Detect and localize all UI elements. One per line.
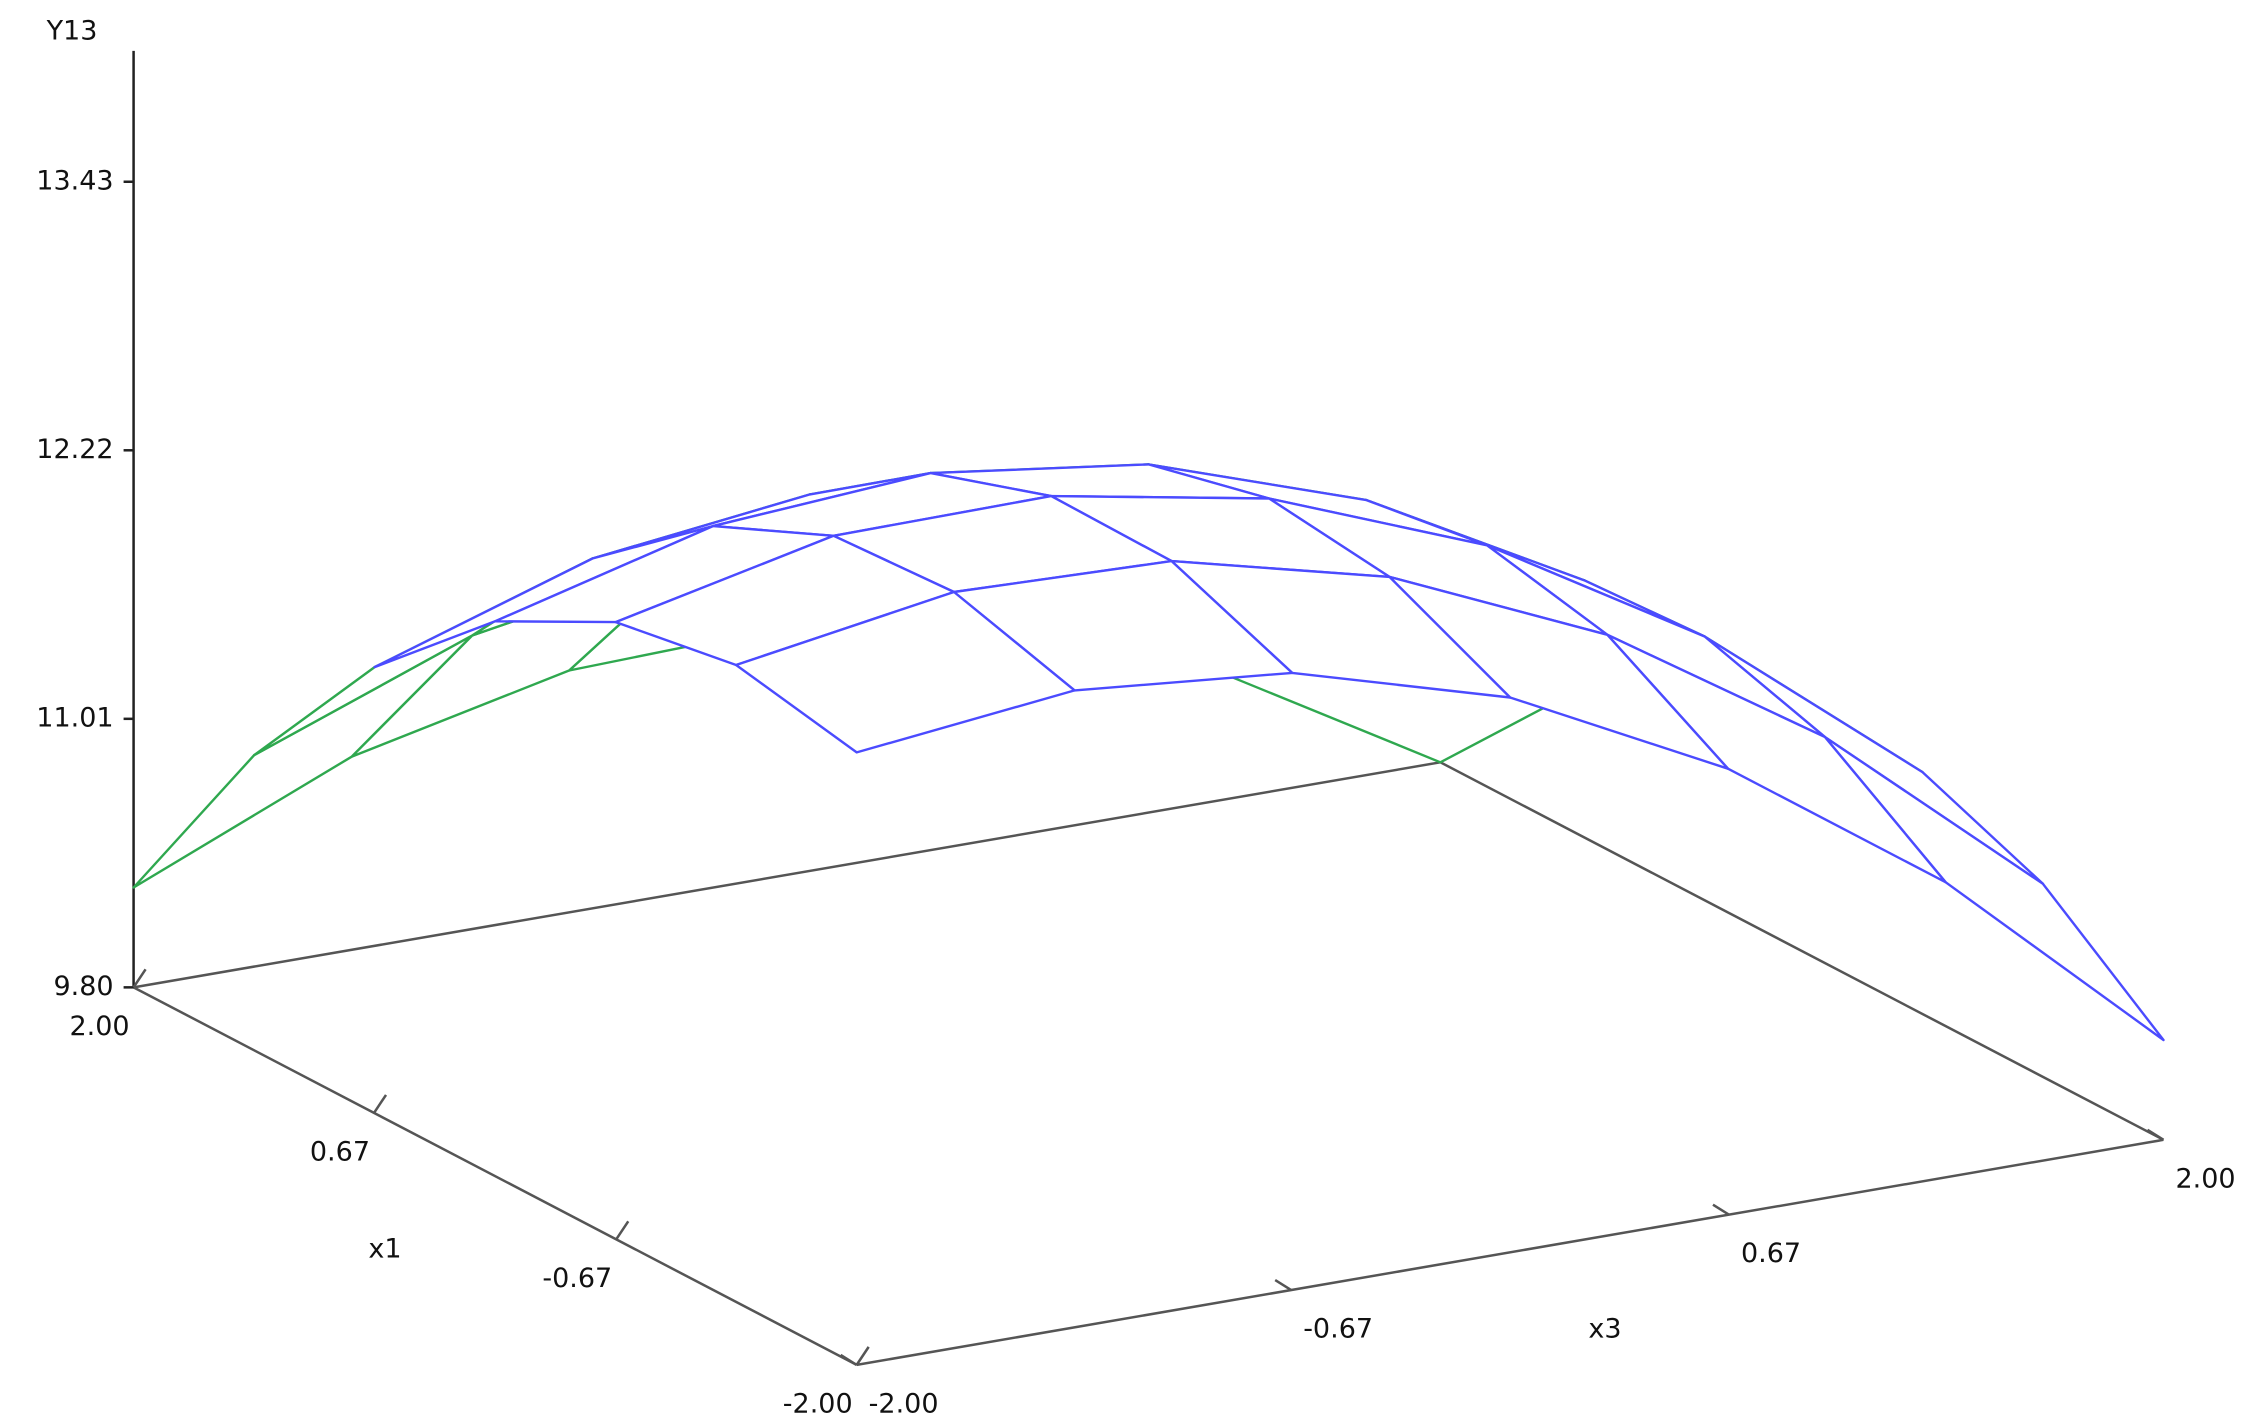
z-tick-label: 11.01 (36, 702, 113, 733)
x1-tick-label: 0.67 (310, 1136, 370, 1167)
z-tick-label: 9.80 (53, 971, 113, 1002)
x1-axis-label: x1 (368, 1234, 401, 1265)
x3-tick-label: 0.67 (1741, 1238, 1801, 1269)
x1-tick (855, 1346, 870, 1366)
z-tick-label: 12.22 (36, 434, 113, 465)
x1-tick (615, 1220, 630, 1241)
x1-tick-label: 2.00 (69, 1011, 129, 1042)
x1-axis (133, 986, 858, 1366)
x3-tick (2146, 1128, 2165, 1141)
x3-axis (856, 1138, 2164, 1367)
z-axis-label: Y13 (46, 16, 98, 47)
x3-tick-label: -2.00 (869, 1388, 939, 1419)
x3-tick-label: -0.67 (1303, 1314, 1373, 1345)
floor-edge (133, 761, 1441, 989)
x3-tick (840, 1353, 858, 1366)
x1-tick-label: -2.00 (783, 1388, 853, 1419)
z-tick-label: 13.43 (36, 165, 113, 196)
x1-tick-label: -0.67 (542, 1263, 612, 1294)
x3-tick (1712, 1203, 1730, 1216)
x1-tick (372, 1094, 388, 1114)
x3-tick (1274, 1278, 1292, 1292)
surface-cell (734, 590, 1076, 754)
x3-tick-label: 2.00 (2175, 1163, 2235, 1194)
x3-axis-label: x3 (1588, 1314, 1621, 1345)
floor-edge (1439, 761, 2165, 1141)
x1-tick (132, 968, 147, 989)
